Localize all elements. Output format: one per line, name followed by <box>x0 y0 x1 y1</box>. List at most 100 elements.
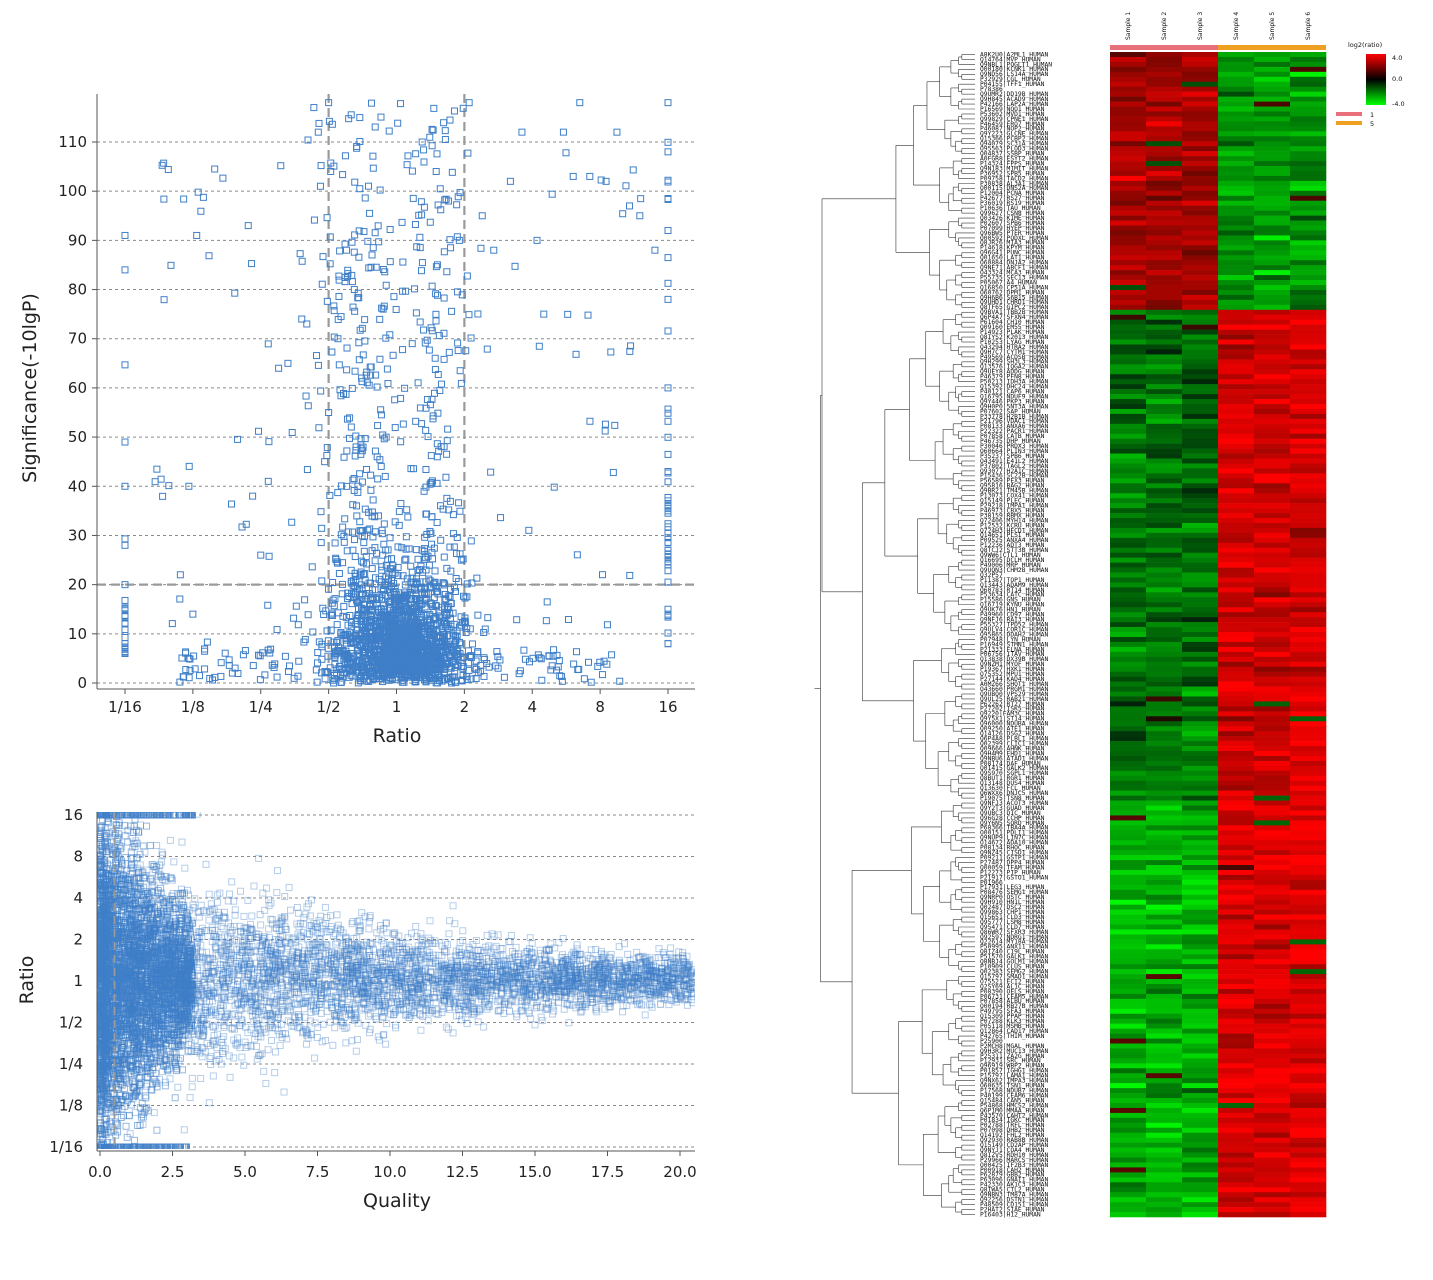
volcano-point <box>379 265 387 273</box>
quality-point <box>146 842 154 850</box>
volcano-point <box>157 475 165 483</box>
volcano-point <box>437 380 445 388</box>
volcano-point <box>477 244 485 252</box>
volcano-point <box>261 671 269 679</box>
volcano-point <box>392 599 400 607</box>
volcano-point <box>379 305 387 313</box>
volcano-point <box>438 639 446 647</box>
volcano-y-tick-label: 30 <box>68 526 87 544</box>
volcano-point <box>601 420 609 428</box>
volcano-point <box>121 634 129 642</box>
volcano-point <box>367 471 375 479</box>
volcano-point <box>201 647 209 655</box>
volcano-point <box>292 602 300 610</box>
volcano-point <box>426 480 434 488</box>
volcano-point <box>271 660 279 668</box>
volcano-point <box>485 663 493 671</box>
volcano-point <box>411 622 419 630</box>
volcano-point <box>386 630 394 638</box>
volcano-point <box>323 214 331 222</box>
volcano-point <box>564 616 572 624</box>
volcano-point <box>454 339 462 347</box>
volcano-point <box>434 633 442 641</box>
volcano-point <box>364 611 372 619</box>
volcano-point <box>383 629 391 637</box>
volcano-point <box>333 558 341 566</box>
volcano-point <box>450 107 458 115</box>
volcano-point <box>193 231 201 239</box>
volcano-point <box>447 664 455 672</box>
volcano-point <box>391 396 399 404</box>
volcano-point <box>239 651 247 659</box>
volcano-point <box>358 447 366 455</box>
volcano-point <box>384 556 392 564</box>
volcano-point <box>391 424 399 432</box>
volcano-point <box>365 381 373 389</box>
volcano-point <box>444 425 452 433</box>
volcano-point <box>360 228 368 236</box>
volcano-point <box>371 447 379 455</box>
volcano-point <box>413 674 421 682</box>
volcano-point <box>340 602 348 610</box>
volcano-point <box>225 661 233 669</box>
volcano-point <box>351 452 359 460</box>
volcano-point <box>381 268 389 276</box>
volcano-point <box>197 207 205 215</box>
volcano-point <box>248 260 256 268</box>
volcano-point <box>358 478 366 486</box>
volcano-point <box>664 99 672 107</box>
volcano-point <box>424 433 432 441</box>
volcano-point <box>366 623 374 631</box>
volcano-point <box>165 482 173 490</box>
volcano-point <box>453 645 461 653</box>
volcano-point <box>382 433 390 441</box>
volcano-point <box>343 415 351 423</box>
volcano-point <box>314 361 322 369</box>
volcano-point <box>205 252 213 260</box>
volcano-point <box>201 665 209 673</box>
volcano-point <box>313 352 321 360</box>
volcano-point <box>443 604 451 612</box>
volcano-point <box>431 354 439 362</box>
volcano-point <box>238 523 246 531</box>
volcano-point <box>290 674 298 682</box>
volcano-point <box>360 605 368 613</box>
volcano-point <box>249 662 257 670</box>
volcano-point <box>405 660 413 668</box>
volcano-y-tick-label: 90 <box>68 231 87 249</box>
volcano-point <box>160 195 168 203</box>
volcano-point <box>664 138 672 146</box>
volcano-point <box>454 193 462 201</box>
volcano-point <box>361 635 369 643</box>
volcano-point <box>323 444 331 452</box>
volcano-point <box>335 570 343 578</box>
volcano-point <box>538 676 546 684</box>
volcano-point <box>377 113 385 121</box>
volcano-point <box>436 185 444 193</box>
volcano-point <box>437 206 445 214</box>
volcano-point <box>337 531 345 539</box>
volcano-point <box>351 178 359 186</box>
volcano-point <box>468 640 476 648</box>
volcano-point <box>448 307 456 315</box>
volcano-point <box>351 307 359 315</box>
volcano-x-ticks: 1/16 1/8 1/4 1/2 1 2 4 8 16 <box>108 689 678 716</box>
volcano-point <box>454 652 462 660</box>
volcano-point <box>375 575 383 583</box>
volcano-point <box>636 212 644 220</box>
volcano-point <box>416 318 424 326</box>
volcano-point <box>392 305 400 313</box>
volcano-point <box>403 575 411 583</box>
volcano-point <box>354 599 362 607</box>
volcano-point <box>448 657 456 665</box>
volcano-point <box>468 579 476 587</box>
volcano-point <box>404 152 412 160</box>
volcano-point <box>449 530 457 538</box>
volcano-point <box>374 631 382 639</box>
volcano-point <box>453 627 461 635</box>
volcano-point <box>474 649 482 657</box>
volcano-point <box>543 598 551 606</box>
volcano-point <box>386 258 394 266</box>
